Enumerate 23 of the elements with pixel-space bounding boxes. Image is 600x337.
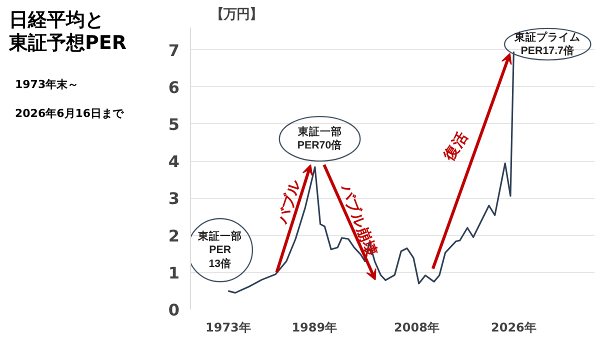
- y-tick-label: 7: [168, 40, 180, 60]
- annotation: 東証一部 PER70倍: [296, 124, 342, 152]
- annotation: 東証一部 PER 13倍: [197, 229, 242, 270]
- y-tick-label: 6: [168, 78, 180, 97]
- y-axis-title: 【万円】: [210, 6, 262, 22]
- x-tick-label: 1973年: [206, 320, 251, 334]
- y-tick-label: 5: [168, 114, 180, 134]
- annotation: バブル崩壊: [336, 181, 380, 258]
- y-tick-label: 2: [168, 226, 180, 246]
- chart-title: 日経平均と: [9, 9, 105, 32]
- y-tick-label: 1: [168, 263, 180, 282]
- x-tick-label: 2008年: [394, 320, 440, 334]
- x-tick-label: 2026年: [491, 320, 536, 334]
- y-tick-label: 0: [168, 300, 180, 320]
- x-tick-label: 1989年: [292, 320, 338, 334]
- y-tick-label: 4: [168, 152, 180, 172]
- chart-subtitle: 東証予想PER: [9, 32, 127, 55]
- annotation: 復活: [440, 129, 472, 164]
- annotation: 東証プライム PER17.7倍: [514, 30, 581, 58]
- annotation: バブル: [274, 176, 305, 227]
- text: 1973年末～: [15, 76, 80, 92]
- text: 2026年6月16日まで: [15, 106, 125, 122]
- y-tick-label: 3: [168, 189, 180, 208]
